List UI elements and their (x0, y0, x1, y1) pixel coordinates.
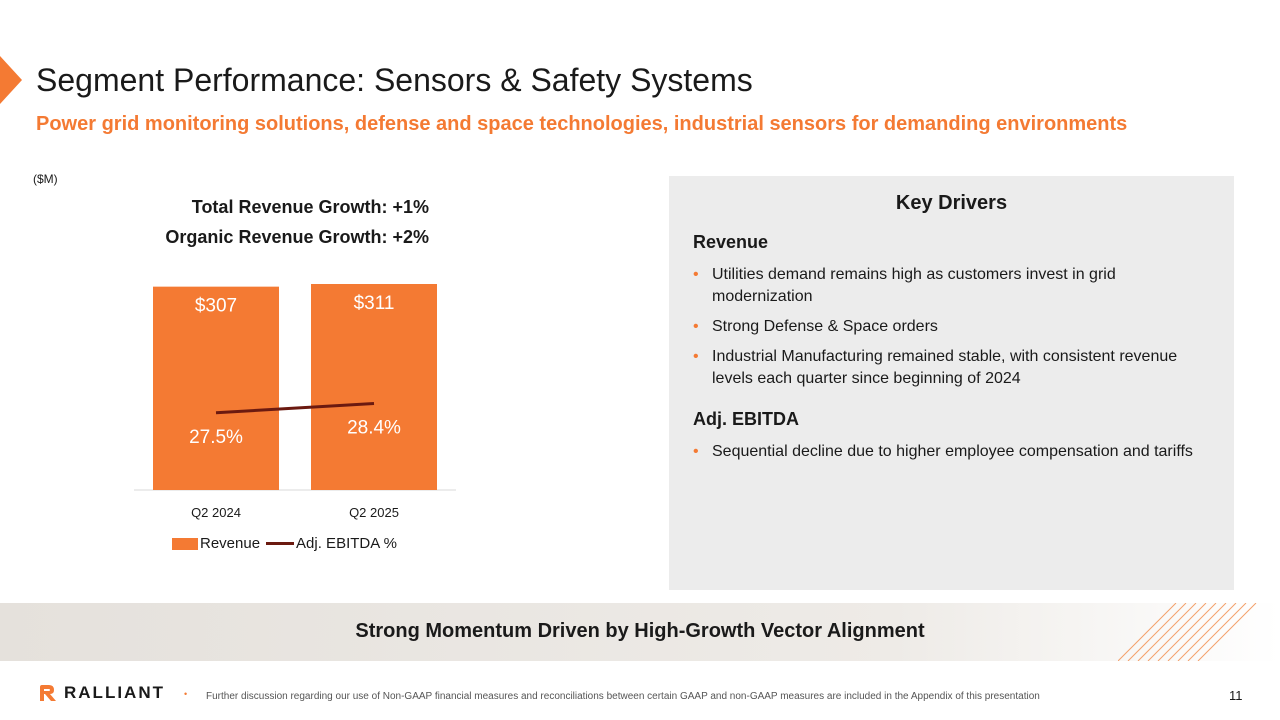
page-number: 11 (1229, 688, 1243, 703)
diagonal-hatch-decoration (1118, 603, 1257, 661)
x-tick-label: Q2 2024 (191, 505, 241, 520)
bullet-icon: • (693, 348, 699, 365)
revenue-driver-item: • Industrial Manufacturing remained stabl… (693, 348, 1178, 387)
legend-ebitda-label: Adj. EBITDA % (296, 535, 397, 552)
organic-revenue-growth: Organic Revenue Growth: +2% (165, 227, 429, 247)
footnote-text: Further discussion regarding our use of … (206, 691, 1040, 702)
ebitda-data-label: 27.5% (189, 427, 243, 448)
revenue-heading: Revenue (693, 232, 769, 252)
revenue-driver-list: • Utilities demand remains high as custom… (693, 264, 1193, 398)
revenue-driver-item: • Strong Defense & Space orders (693, 316, 1193, 338)
revenue-driver-item: • Utilities demand remains high as custom… (693, 266, 1116, 305)
footnote-bullet: • (184, 689, 188, 699)
revenue-bar (311, 284, 437, 490)
ebitda-line (215, 401, 375, 415)
legend-ebitda-line (266, 542, 295, 545)
bullet-icon: • (693, 266, 699, 283)
bullet-icon: • (693, 443, 699, 460)
units-label: ($M) (33, 172, 58, 186)
page-title: Segment Performance: Sensors & Safety Sy… (36, 62, 753, 98)
revenue-bar-label: $307 (195, 296, 237, 317)
revenue-bar (153, 286, 279, 490)
page-subtitle: Power grid monitoring solutions, defense… (36, 113, 1128, 135)
bullet-icon: • (693, 318, 699, 335)
ebitda-driver-item: • Sequential decline due to higher employ… (693, 441, 1193, 463)
ralliant-logo-text: RALLIANT (64, 683, 165, 702)
legend-revenue-label: Revenue (200, 535, 261, 552)
ebitda-data-label: 28.4% (347, 417, 401, 438)
key-drivers-panel: Key Drivers Revenue • Utilities demand re… (669, 176, 1234, 590)
chart-legend: Revenue Adj. EBITDA % (172, 535, 397, 552)
x-tick-label: Q2 2025 (349, 505, 399, 520)
ebitda-driver-list: • Sequential decline due to higher employ… (693, 441, 1193, 471)
title-accent-marker (0, 56, 22, 104)
key-drivers-title: Key Drivers (895, 192, 1008, 214)
momentum-banner: Strong Momentum Driven by High-Growth Ve… (0, 603, 1280, 661)
ebitda-heading: Adj. EBITDA (693, 409, 799, 429)
total-revenue-growth: Total Revenue Growth: +1% (191, 197, 429, 217)
legend-revenue-swatch (172, 537, 198, 550)
ralliant-logo: RALLIANT (38, 683, 165, 703)
ralliant-logo-icon (40, 685, 56, 701)
revenue-bar-label: $311 (354, 293, 395, 314)
revenue-ebitda-chart: $307 Q2 2024 $311 Q2 2025 27.5% 28.4% (134, 284, 456, 520)
banner-text: Strong Momentum Driven by High-Growth Ve… (355, 620, 925, 642)
